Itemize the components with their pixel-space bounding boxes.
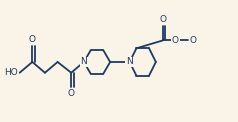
Text: N: N	[126, 57, 133, 66]
Text: O: O	[68, 89, 75, 98]
Text: N: N	[80, 57, 87, 66]
Text: O: O	[172, 36, 179, 45]
Text: HO: HO	[4, 68, 18, 77]
Text: O: O	[159, 15, 166, 24]
Text: O: O	[190, 36, 197, 45]
Text: O: O	[29, 35, 36, 44]
